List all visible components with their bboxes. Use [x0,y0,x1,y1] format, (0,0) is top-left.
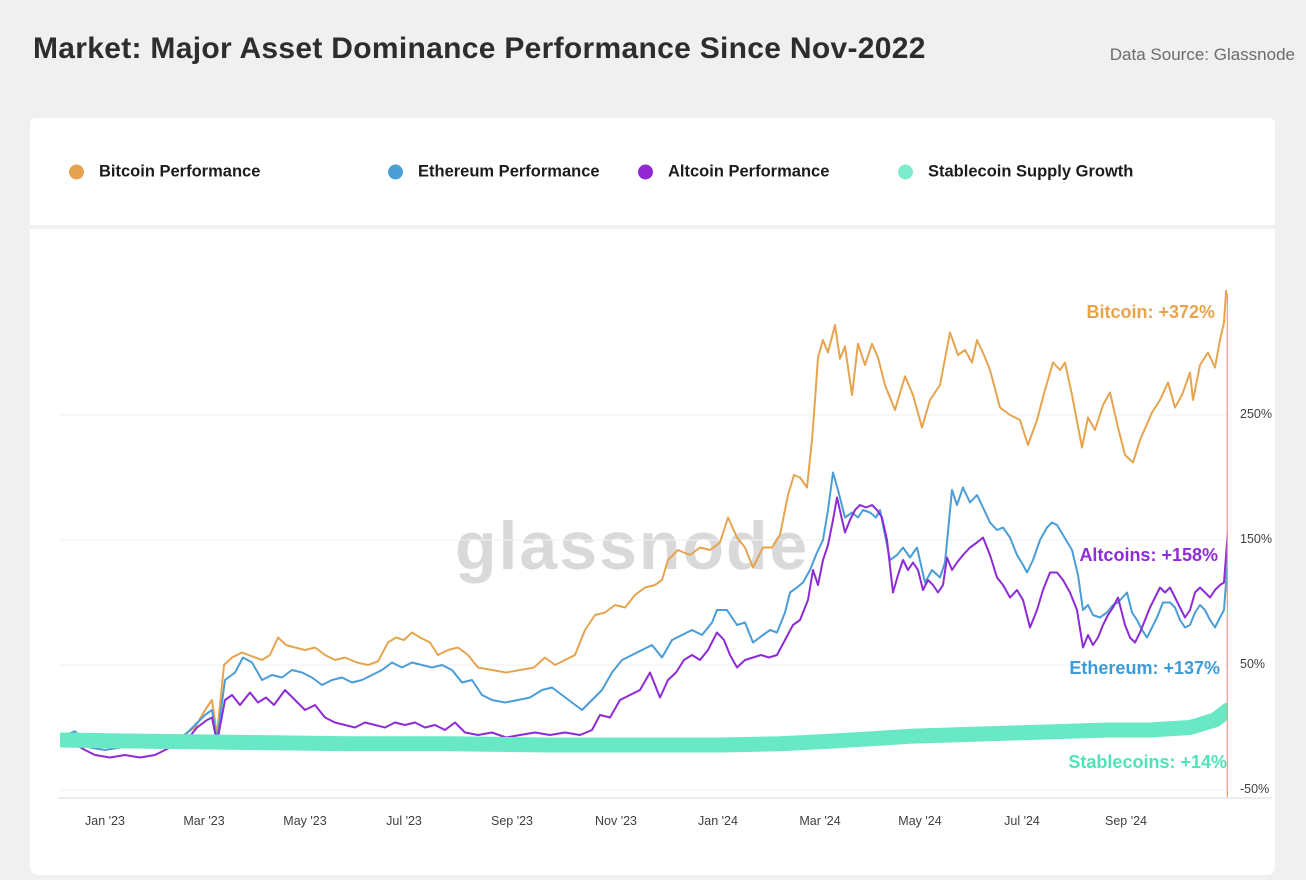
chart-lines [60,290,1228,797]
legend-item-stablecoin-supply-growth[interactable]: Stablecoin Supply Growth [898,162,1133,181]
glassnode-watermark: glassnode [455,508,810,584]
y-tick-label: 250% [1240,407,1272,421]
annotation-bitcoin: Bitcoin: +372% [1086,302,1215,322]
x-tick-label: May '24 [898,814,942,828]
x-tick-label: Nov '23 [595,814,637,828]
x-tick-label: Jul '23 [386,814,422,828]
series-bitcoin-performance [60,290,1228,749]
legend-dot-icon [638,164,653,179]
legend-item-label: Ethereum Performance [418,162,600,180]
x-tick-label: Sep '23 [490,814,534,828]
x-tick-label: Jan '23 [85,814,125,828]
x-tick-label: Mar '24 [799,814,841,828]
legend-dot-icon [69,164,84,179]
legend: Bitcoin Performance Ethereum Performance A… [30,118,1275,225]
series-ethereum-performance [60,471,1228,751]
chart-card: glassnode 250% 150% 50% -50% Jan '23 Mar '23… [30,229,1275,875]
x-axis-line [58,797,1272,799]
series-altcoin-performance [60,496,1228,759]
legend-item-ethereum-performance[interactable]: Ethereum Performance [388,162,600,181]
legend-item-label: Stablecoin Supply Growth [928,162,1134,180]
legend-dot-icon [898,164,913,179]
plot-area [60,290,1228,797]
annotation-ethereum: Ethereum: +137% [1069,658,1220,678]
x-tick-label: Jan '24 [698,814,738,828]
annotation-altcoins: Altcoins: +158% [1079,545,1218,565]
x-tick-label: Mar '23 [183,814,225,828]
legend-dot-icon [388,164,403,179]
series-stablecoin-supply-growth [60,702,1228,753]
legend-item-altcoin-performance[interactable]: Altcoin Performance [638,162,829,181]
y-tick-label: 150% [1240,532,1272,546]
annotation-stablecoins: Stablecoins: +14% [1068,752,1227,772]
x-tick-label: May '23 [283,814,327,828]
data-source-label: Data Source: Glassnode [1109,45,1295,64]
legend-item-label: Bitcoin Performance [99,162,261,180]
x-tick-label: Sep '24 [1104,814,1148,828]
legend-item-bitcoin-performance[interactable]: Bitcoin Performance [69,162,260,181]
legend-item-label: Altcoin Performance [668,162,830,180]
x-tick-label: Jul '24 [1004,814,1040,828]
y-tick-label: -50% [1240,782,1270,796]
page-title: Market: Major Asset Dominance Performanc… [33,32,926,65]
y-tick-label: 50% [1240,657,1266,671]
